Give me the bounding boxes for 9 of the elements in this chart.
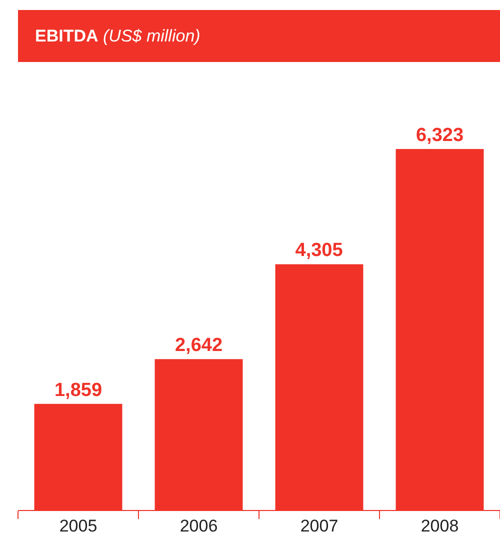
chart-title: EBITDA (US$ million) xyxy=(35,26,200,46)
data-label: 4,305 xyxy=(295,240,344,262)
x-tick-label: 2007 xyxy=(300,516,338,536)
x-tick-label: 2008 xyxy=(420,516,459,536)
data-label: 1,859 xyxy=(54,380,102,401)
data-label: 2,642 xyxy=(174,335,223,356)
x-tick-label: 2006 xyxy=(180,516,218,536)
x-tick-label: 2005 xyxy=(59,516,98,536)
data-label: 6,323 xyxy=(416,125,464,146)
